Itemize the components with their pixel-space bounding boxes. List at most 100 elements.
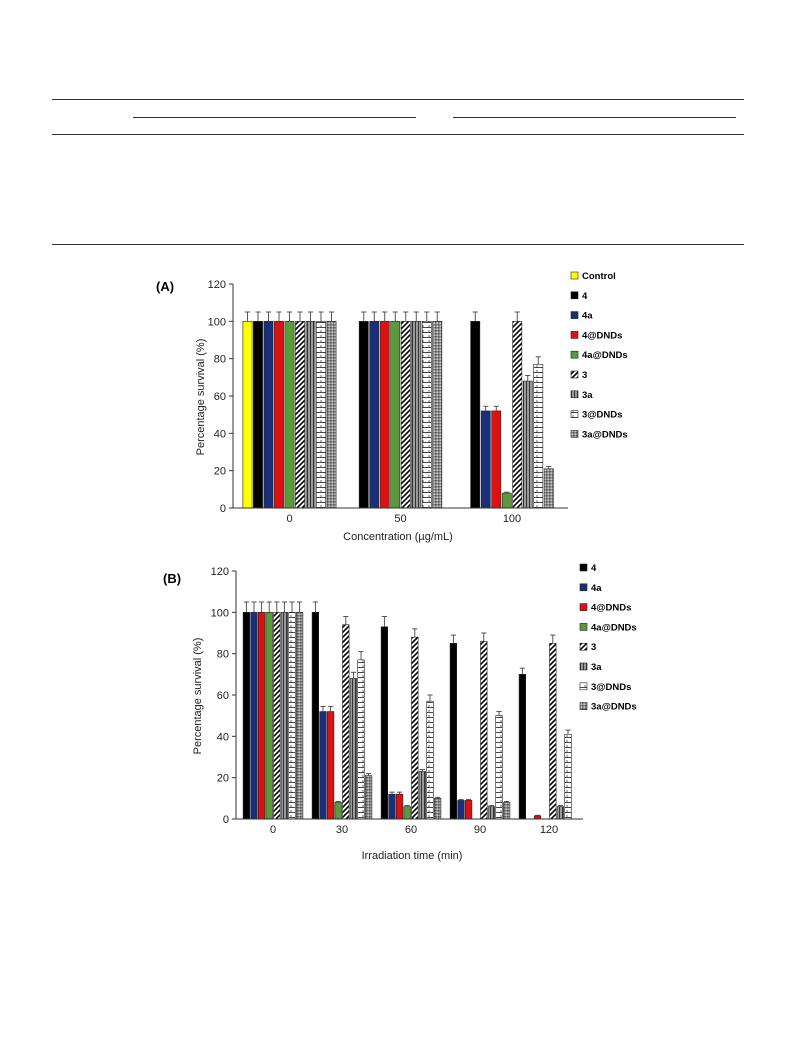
- bar: [253, 321, 263, 509]
- x-tick-label: 0: [286, 513, 292, 525]
- legend-swatch: [570, 331, 579, 339]
- x-tick-label: 0: [270, 824, 276, 836]
- chart-panel-a: (A) Percentage survival (%) Concentratio…: [156, 271, 628, 543]
- bar: [400, 321, 411, 509]
- x-tick-label: 30: [336, 824, 348, 836]
- bar: [311, 612, 320, 820]
- legend-swatch: [579, 603, 588, 611]
- bar: [549, 643, 557, 820]
- bar: [334, 802, 342, 820]
- table-bottom-rule: [52, 244, 744, 245]
- bar: [242, 612, 251, 820]
- x-tick-label: 90: [474, 824, 486, 836]
- bar: [380, 626, 389, 820]
- bar: [326, 711, 335, 820]
- bar: [457, 800, 465, 820]
- bar: [411, 636, 419, 820]
- legend-swatch: [579, 563, 588, 572]
- legend-label: 4@DNDs: [591, 603, 631, 614]
- bar: [357, 659, 365, 820]
- y-tick-label: 0: [223, 814, 229, 826]
- bar: [502, 802, 511, 820]
- table-mid-rule: [52, 134, 744, 135]
- x-axis-label: Irradiation time (min): [362, 850, 463, 862]
- y-axis-label: Percentage survival (%): [192, 638, 204, 755]
- y-tick-label: 100: [208, 316, 226, 328]
- x-tick-label: 60: [405, 824, 417, 836]
- legend-swatch: [570, 311, 579, 319]
- legend-swatch: [570, 291, 579, 300]
- chart-panel-b: (B) Percentage survival (%) Irradiation …: [163, 563, 637, 862]
- x-tick-label: 100: [503, 513, 521, 525]
- bar: [369, 321, 380, 509]
- x-tick-label: 120: [540, 824, 558, 836]
- legend-label: 3a: [591, 662, 602, 673]
- bar: [426, 700, 434, 820]
- legend-swatch: [570, 370, 579, 379]
- legend-label: 4a@DNDs: [582, 350, 628, 361]
- legend-swatch: [579, 662, 588, 671]
- legend-label: Control: [582, 271, 616, 282]
- bar: [495, 715, 503, 820]
- bar: [284, 321, 295, 509]
- legend-label: 4a: [591, 583, 602, 594]
- bar: [379, 321, 390, 509]
- legend-label: 3@DNDs: [582, 410, 622, 421]
- bar: [342, 624, 350, 820]
- bar: [487, 806, 496, 820]
- bar: [449, 643, 458, 820]
- bar: [411, 321, 422, 509]
- legend-swatch: [579, 583, 588, 592]
- bar: [432, 321, 443, 509]
- bar: [388, 793, 396, 820]
- bar: [480, 640, 488, 820]
- bar: [522, 380, 533, 509]
- bar: [564, 733, 572, 820]
- bar: [390, 321, 401, 509]
- bar: [305, 321, 316, 509]
- bar: [319, 711, 327, 820]
- bar: [491, 410, 502, 509]
- legend-swatch: [570, 350, 579, 359]
- legend-label: 4a@DNDs: [591, 622, 637, 633]
- bar: [543, 468, 554, 509]
- bar: [257, 612, 266, 820]
- panel-label: (B): [163, 571, 181, 586]
- legend-label: 4a: [582, 311, 593, 322]
- legend-label: 4: [591, 563, 597, 574]
- y-tick-label: 20: [217, 773, 229, 785]
- bar: [295, 612, 304, 820]
- bar: [265, 612, 273, 820]
- legend-label: 3a@DNDs: [582, 429, 628, 440]
- y-axis-label: Percentage survival (%): [195, 339, 207, 456]
- bar: [470, 321, 481, 509]
- y-tick-label: 80: [214, 354, 226, 366]
- bar: [364, 775, 373, 820]
- y-tick-label: 100: [211, 607, 229, 619]
- bar: [418, 771, 427, 820]
- legend-swatch: [579, 702, 588, 710]
- y-tick-label: 80: [217, 649, 229, 661]
- bar: [273, 612, 281, 820]
- panel-label: (A): [156, 279, 174, 294]
- bar: [421, 321, 432, 509]
- y-tick-label: 60: [217, 690, 229, 702]
- legend-label: 3a: [582, 390, 593, 401]
- legend-label: 3: [591, 642, 596, 653]
- bar: [464, 800, 473, 820]
- bar: [280, 612, 289, 820]
- bar: [316, 321, 326, 509]
- y-tick-label: 120: [208, 279, 226, 291]
- table-header-rule-left: [133, 117, 416, 118]
- y-tick-label: 40: [217, 731, 229, 743]
- table-top-rule: [52, 99, 744, 100]
- bar: [480, 410, 491, 509]
- bar: [288, 612, 296, 820]
- x-axis-label: Concentration (µg/mL): [343, 531, 453, 543]
- bar: [242, 321, 253, 509]
- bar: [518, 674, 526, 820]
- table-header-rule-right: [453, 117, 736, 118]
- bar: [433, 798, 442, 820]
- legend-label: 4@DNDs: [582, 330, 622, 341]
